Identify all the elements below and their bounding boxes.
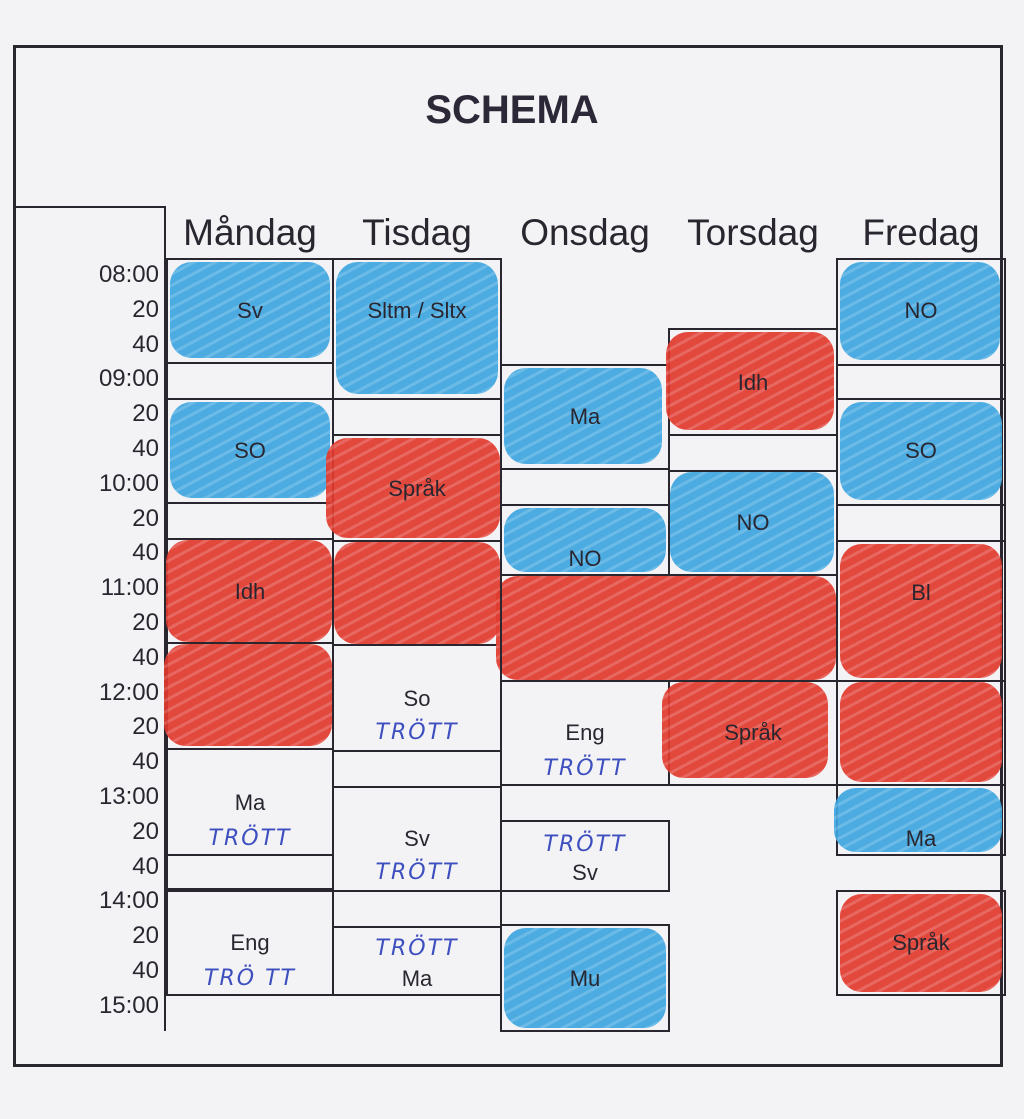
empty-slot [332, 750, 502, 788]
blue-highlight [504, 368, 662, 464]
lesson-label: Språk [724, 720, 782, 745]
red-highlight [164, 644, 332, 746]
blue-highlight [670, 472, 834, 572]
lesson-label: Mu [569, 966, 601, 991]
lesson-label: SO [234, 438, 266, 463]
time-label: 40 [132, 330, 159, 358]
blue-highlight [834, 788, 1002, 852]
time-label: 20 [132, 817, 159, 845]
time-label: 40 [132, 643, 159, 671]
day-header-wednesday: Onsdag [520, 212, 650, 253]
blue-highlight [504, 508, 666, 572]
day-header-thursday: Torsdag [687, 212, 819, 253]
red-highlight [334, 542, 500, 644]
red-highlight [662, 682, 828, 778]
lesson-label: Sv [237, 298, 263, 323]
time-label: 40 [132, 539, 159, 567]
empty-slot [332, 398, 502, 436]
time-label: 40 [132, 957, 159, 984]
time-label: 12:00 [98, 678, 159, 706]
lesson-wed-thu-red-block [500, 574, 838, 682]
lesson-friday-sprak [836, 890, 1006, 996]
empty-slot [668, 434, 838, 472]
handwritten-note: TRÖ TT [204, 966, 296, 991]
handwritten-note: TRÖTT [543, 832, 627, 857]
day-header-tuesday: Tisdag [362, 212, 472, 253]
red-highlight [840, 894, 1002, 992]
lesson-label: Ma [401, 966, 433, 991]
red-highlight-long-block [496, 576, 836, 680]
lesson-label: Sv [572, 860, 598, 885]
empty-slot [166, 854, 334, 892]
time-label: 14:00 [98, 887, 159, 915]
time-label: 40 [132, 852, 159, 880]
blue-highlight [170, 262, 330, 358]
lesson-label: Eng [565, 720, 605, 745]
lesson-label: Ma [234, 790, 266, 815]
time-label: 13:00 [98, 783, 159, 810]
lesson-label: Sltm / Sltx [367, 298, 467, 323]
time-label: 10:00 [98, 469, 159, 497]
lesson-label: Ma [905, 826, 937, 851]
empty-slot [166, 502, 334, 540]
time-label: 40 [132, 748, 159, 776]
red-highlight [166, 540, 332, 642]
lesson-label: Idh [234, 579, 266, 604]
handwritten-note: TRÖTT [375, 860, 459, 885]
red-highlight [840, 682, 1002, 782]
lesson-label: NO [904, 298, 938, 323]
handwritten-note: TRÖTT [543, 756, 627, 781]
empty-slot [166, 362, 334, 400]
lesson-label: NO [568, 546, 602, 571]
lesson-label: Sv [404, 826, 430, 851]
handwritten-note: TRÖTT [208, 826, 292, 851]
blue-highlight [840, 262, 1000, 360]
blue-highlight [170, 402, 330, 498]
time-label: 09:00 [98, 365, 159, 393]
blue-highlight [336, 262, 498, 394]
day-header-monday: Måndag [183, 212, 317, 253]
time-label: 20 [132, 400, 159, 428]
empty-slot [836, 364, 1006, 400]
time-label: 20 [132, 295, 159, 323]
empty-slot [332, 890, 502, 928]
lesson-label: So [403, 686, 431, 711]
handwritten-note: TRÖTT [375, 936, 459, 961]
red-highlight [666, 332, 834, 430]
time-column [13, 206, 166, 1031]
time-label: 11:00 [100, 574, 159, 602]
lesson-label: SO [905, 438, 937, 463]
red-highlight [326, 438, 500, 538]
red-highlight [840, 544, 1002, 678]
handwritten-note: TRÖTT [375, 720, 459, 745]
lesson-label: Eng [230, 930, 270, 955]
time-label: 40 [132, 435, 159, 462]
time-label: 20 [132, 609, 159, 636]
day-header-friday: Fredag [862, 212, 980, 253]
empty-slot [836, 504, 1006, 542]
time-label: 20 [132, 713, 159, 741]
lesson-label: Ma [569, 404, 601, 429]
lesson-label: NO [736, 510, 770, 535]
page-title: SCHEMA [425, 88, 599, 132]
schedule-sheet [13, 45, 1003, 1067]
lesson-label: Idh [737, 370, 769, 395]
time-label: 15:00 [98, 991, 159, 1019]
empty-slot [500, 468, 670, 506]
time-label: 20 [132, 504, 159, 532]
time-label: 20 [132, 922, 159, 950]
time-label: 08:00 [98, 261, 159, 288]
lesson-label: Språk [892, 930, 950, 955]
blue-highlight [840, 402, 1002, 500]
lesson-label: Språk [388, 476, 446, 501]
blue-highlight [504, 928, 666, 1028]
lesson-label: Bl [911, 580, 931, 605]
lesson-wednesday-mu [500, 924, 670, 1032]
lesson-wednesday-sv [500, 820, 670, 892]
